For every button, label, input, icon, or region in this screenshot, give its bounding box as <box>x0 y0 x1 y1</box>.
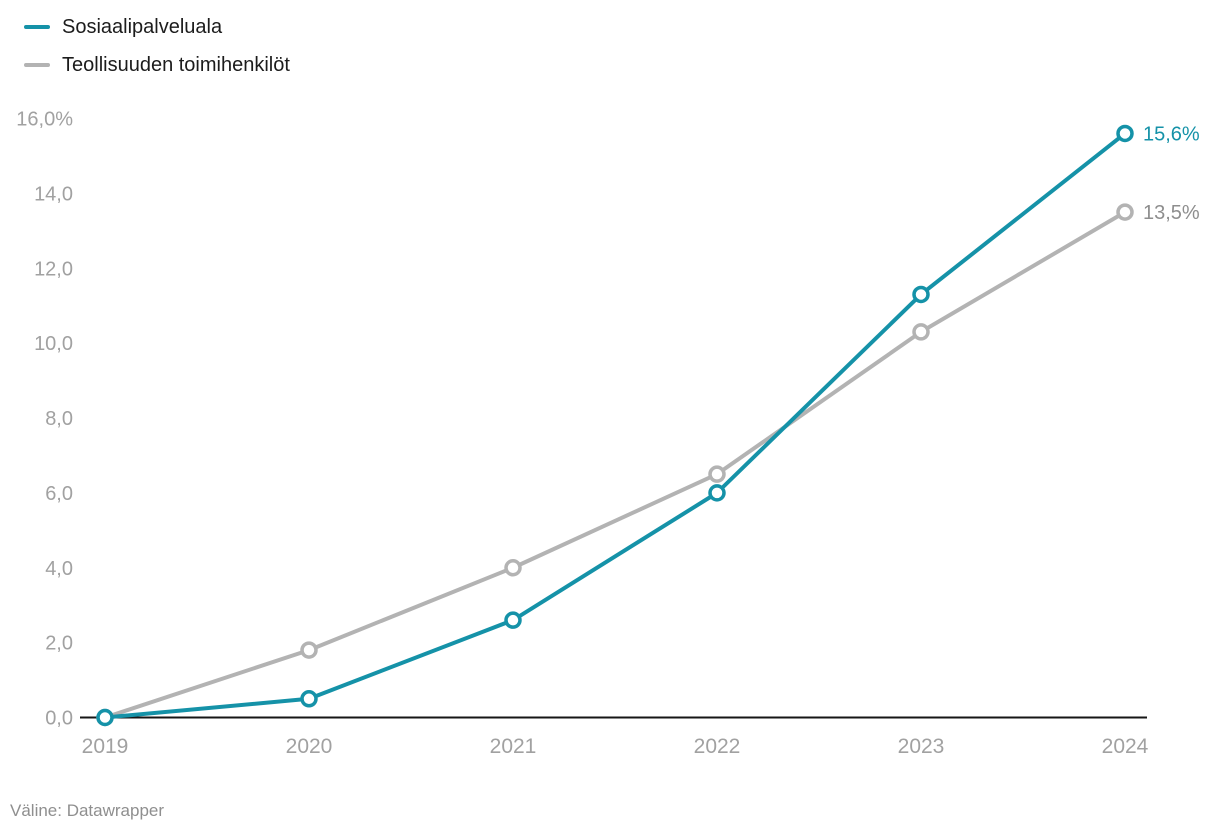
x-axis-tick-label: 2019 <box>82 735 129 758</box>
data-point-marker <box>1116 203 1134 221</box>
legend-line-swatch-gray-icon <box>24 63 50 67</box>
legend-item-teollisuuden-toimihenkilot: Teollisuuden toimihenkilöt <box>24 51 290 79</box>
x-axis-tick-label: 2023 <box>898 735 945 758</box>
y-axis-tick-label: 6,0 <box>45 483 73 505</box>
series-end-value-label: 13,5% <box>1143 202 1200 224</box>
data-point-marker <box>300 690 318 708</box>
legend-label: Teollisuuden toimihenkilöt <box>62 54 290 76</box>
data-point-marker <box>504 611 522 629</box>
y-axis-tick-label: 12,0 <box>34 258 73 280</box>
y-axis-tick-label: 0,0 <box>45 708 73 730</box>
y-axis-tick-label: 8,0 <box>45 408 73 430</box>
chart-source-note: Väline: Datawrapper <box>10 801 165 820</box>
x-axis-tick-label: 2020 <box>286 735 333 758</box>
legend-item-sosiaalipalveluala: Sosiaalipalveluala <box>24 13 290 41</box>
data-point-marker <box>96 708 114 727</box>
y-axis-tick-label: 16,0% <box>16 109 73 131</box>
series-line-1 <box>103 210 1127 720</box>
data-point-marker <box>708 465 726 483</box>
y-axis-tick-label: 2,0 <box>45 633 73 655</box>
series-line-0 <box>103 131 1127 720</box>
data-point-marker <box>300 641 318 659</box>
data-point-marker <box>708 484 726 502</box>
data-point-marker <box>1116 124 1134 143</box>
legend-label: Sosiaalipalveluala <box>62 16 223 38</box>
data-point-marker <box>912 285 930 304</box>
legend-line-swatch-teal-icon <box>24 25 50 29</box>
data-point-marker <box>912 323 930 341</box>
y-axis-tick-label: 4,0 <box>45 558 73 580</box>
y-axis-tick-label: 14,0 <box>34 183 73 205</box>
series-end-value-label: 15,6% <box>1143 123 1200 145</box>
x-axis-tick-label: 2024 <box>1102 735 1149 758</box>
x-axis-tick-label: 2021 <box>490 735 537 758</box>
y-axis-tick-label: 10,0 <box>34 333 73 355</box>
data-point-marker <box>504 559 522 577</box>
x-axis-tick-label: 2022 <box>694 735 741 758</box>
legend: Sosiaalipalveluala Teollisuuden toimihen… <box>24 13 290 79</box>
